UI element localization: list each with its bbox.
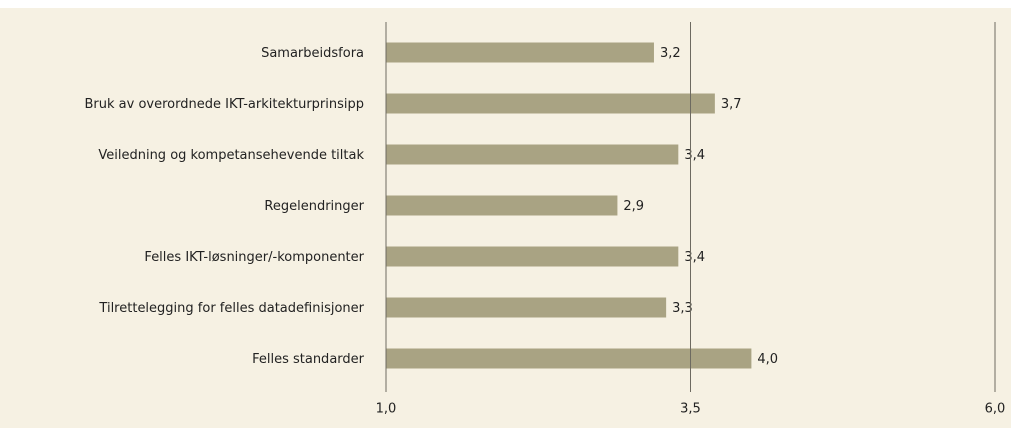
x-tick-label: 6,0 — [985, 402, 1006, 417]
y-tick-label: Samarbeidsfora — [261, 46, 364, 61]
y-tick-label: Bruk av overordnede IKT-arkitekturprinsi… — [85, 97, 364, 112]
y-tick-label: Felles standarder — [252, 352, 365, 367]
bar — [386, 195, 618, 216]
bar — [386, 93, 715, 114]
value-label: 2,9 — [623, 199, 644, 214]
y-tick-label: Regelendringer — [264, 199, 364, 214]
bar — [386, 297, 667, 318]
y-tick-label: Veiledning og kompetansehevende tiltak — [98, 148, 364, 163]
x-tick-label: 1,0 — [376, 402, 397, 417]
value-label: 3,7 — [721, 97, 742, 112]
value-label: 3,4 — [684, 148, 705, 163]
bar — [386, 246, 679, 267]
value-label: 4,0 — [757, 352, 778, 367]
bar — [386, 144, 679, 165]
bar — [386, 42, 654, 63]
y-tick-label: Felles IKT-løsninger/-komponenter — [144, 250, 364, 265]
x-tick-label: 3,5 — [680, 402, 701, 417]
value-label: 3,3 — [672, 301, 693, 316]
value-label: 3,2 — [660, 46, 681, 61]
y-tick-label: Tilrettelegging for felles datadefinisjo… — [98, 301, 364, 316]
value-label: 3,4 — [684, 250, 705, 265]
bar — [386, 348, 752, 369]
